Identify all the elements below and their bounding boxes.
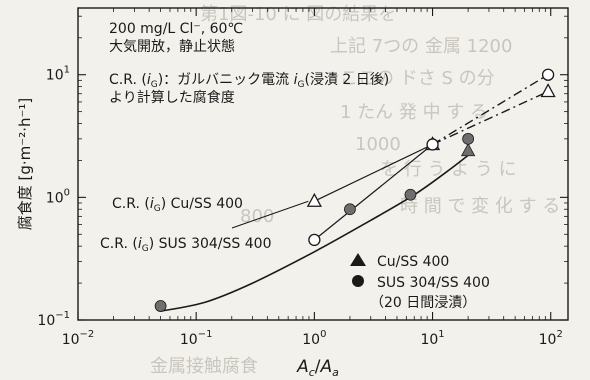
x-axis-label-main: A <box>296 357 309 377</box>
trend-curve-measured <box>160 154 469 312</box>
x-tick-label-exp: 1 <box>438 329 444 340</box>
y-tick-label-1: 100 <box>46 187 70 206</box>
x-axis-label-main-2: A <box>320 357 333 377</box>
y-tick-label-base: 10 <box>46 190 64 206</box>
x-tick-label-base: 10 <box>539 332 557 348</box>
series-markers <box>154 68 556 312</box>
bg-text-1: 上記 7つの 金属 1200 <box>330 36 512 57</box>
y-tick-label-base: 10 <box>46 68 64 84</box>
cr-definition-prefix: C.R. ( <box>109 72 147 88</box>
bg-text-0: 第1図-10 に 図の結果を <box>200 4 396 25</box>
series-label-cr-sus: C.R. (iG) SUS 304/SS 400 <box>100 236 271 254</box>
cr-definition-suffix: )：ガルバニック電流 <box>158 72 294 88</box>
cr-definition-sub: G <box>151 80 158 90</box>
x-tick-labels: 10−2 10−1 100 101 102 <box>62 329 563 348</box>
y-tick-label-exp: 1 <box>64 65 70 76</box>
marker-filled-circle-1-1 <box>344 203 356 216</box>
series-label-cr-sus-i: i <box>138 236 142 252</box>
marker-filled-circle-1-0 <box>154 300 167 312</box>
bg-text-4: 1000 <box>355 134 401 155</box>
axis-ticks <box>77 8 568 321</box>
legend-label-cu-ss400: Cu/SS 400 <box>377 254 449 270</box>
line-cr-sus-segment-1 <box>314 144 433 241</box>
x-tick-label-4: 102 <box>539 329 563 348</box>
x-tick-label-exp: 2 <box>556 329 562 340</box>
x-axis-label-sub2: a <box>332 366 339 379</box>
legend-marker-sus304-ss400 <box>352 275 364 287</box>
marker-filled-circle-1-2 <box>404 188 417 201</box>
x-axis-label-slash: / <box>315 357 321 377</box>
x-tick-label-0: 10−2 <box>62 329 95 348</box>
cr-definition-i: i <box>147 72 151 88</box>
conditions-line-2: 大気開放，静止状態 <box>109 39 235 55</box>
series-lines <box>160 74 549 312</box>
y-tick-label-2: 101 <box>46 65 70 84</box>
y-tick-label-exp: −1 <box>55 310 70 321</box>
cr-definition-line-1: C.R. (iG)：ガルバニック電流 iG(浸漬 2 日後) <box>109 72 389 90</box>
marker-filled-circle-1-3 <box>462 132 475 145</box>
legend-marker-cu-ss400 <box>350 253 366 266</box>
x-tick-label-base: 10 <box>420 332 438 348</box>
marker-filled-triangle-0-0 <box>460 142 476 157</box>
bg-text-2: ここの ドさ S の分 <box>340 68 495 89</box>
legend: Cu/SS 400 SUS 304/SS 400 （20 日間浸漬） <box>350 253 490 311</box>
series-label-cr-cu-suffix: ) Cu/SS 400 <box>161 196 243 212</box>
series-label-cr-cu-i: i <box>150 196 154 212</box>
line-cr-cu-segment-2 <box>432 90 549 146</box>
x-tick-label-exp: −1 <box>198 329 213 340</box>
background-bleed-text: 第1図-10 に 図の結果を 上記 7つの 金属 1200 ここの ドさ S の… <box>150 4 560 377</box>
cr-definition-i2: i <box>294 72 298 88</box>
x-tick-label-2: 100 <box>302 329 326 348</box>
x-tick-label-base: 10 <box>62 332 80 348</box>
bg-text-6: 時 間 で 変 化 す る <box>400 196 560 217</box>
marker-open-circle-3-2 <box>541 68 555 81</box>
marker-open-circle-3-0 <box>308 233 321 247</box>
line-cr-sus-segment-2 <box>432 74 549 146</box>
conditions-annotation: 200 mg/L Cl⁻, 60℃ 大気開放，静止状態 C.R. (iG)：ガル… <box>109 21 389 106</box>
series-label-cr-sus-prefix: C.R. ( <box>100 236 138 252</box>
legend-label-immersion-note: （20 日間浸漬） <box>370 295 476 311</box>
cr-definition-tail: (浸漬 2 日後) <box>305 72 390 88</box>
x-tick-label-1: 10−1 <box>180 329 213 348</box>
x-tick-label-base: 10 <box>180 332 198 348</box>
leader-cr-cu <box>231 200 309 229</box>
x-axis-label-sub1: c <box>309 366 315 379</box>
series-label-cr-cu-prefix: C.R. ( <box>112 196 150 212</box>
series-label-cr-sus-suffix: ) SUS 304/SS 400 <box>149 236 272 252</box>
cr-definition-line-2: より計算した腐食度 <box>109 89 235 106</box>
bg-text-8: 金属接触腐食 <box>150 356 258 377</box>
x-tick-label-3: 101 <box>420 329 444 348</box>
marker-open-triangle-2-2 <box>540 83 556 98</box>
cr-definition-sub2: G <box>298 80 305 90</box>
y-axis-label: 腐食度 [g·m⁻²·h⁻¹] <box>16 98 34 231</box>
y-tick-label-exp: 0 <box>64 187 70 198</box>
x-tick-label-exp: 0 <box>320 329 326 340</box>
line-cr-cu-segment-1 <box>314 143 433 202</box>
marker-open-circle-3-1 <box>426 138 439 151</box>
legend-label-sus304-ss400: SUS 304/SS 400 <box>377 275 490 291</box>
bg-text-3: 1 たん 発 中 す る <box>340 102 488 123</box>
y-tick-label-0: 10−1 <box>37 310 70 329</box>
series-label-cr-cu: C.R. (iG) Cu/SS 400 <box>112 196 243 214</box>
y-tick-label-base: 10 <box>37 313 55 329</box>
x-tick-label-base: 10 <box>302 332 320 348</box>
plot-frame <box>77 7 569 321</box>
marker-open-triangle-2-0 <box>306 192 322 207</box>
x-tick-label-exp: −2 <box>80 329 95 340</box>
conditions-line-1: 200 mg/L Cl⁻, 60℃ <box>109 21 243 37</box>
bg-text-5: を 行 う よ う に <box>380 159 517 180</box>
series-label-cr-sus-sub: G <box>142 244 149 254</box>
x-axis-label: Ac/Aa <box>296 357 339 379</box>
series-label-cr-cu-sub: G <box>154 204 161 214</box>
